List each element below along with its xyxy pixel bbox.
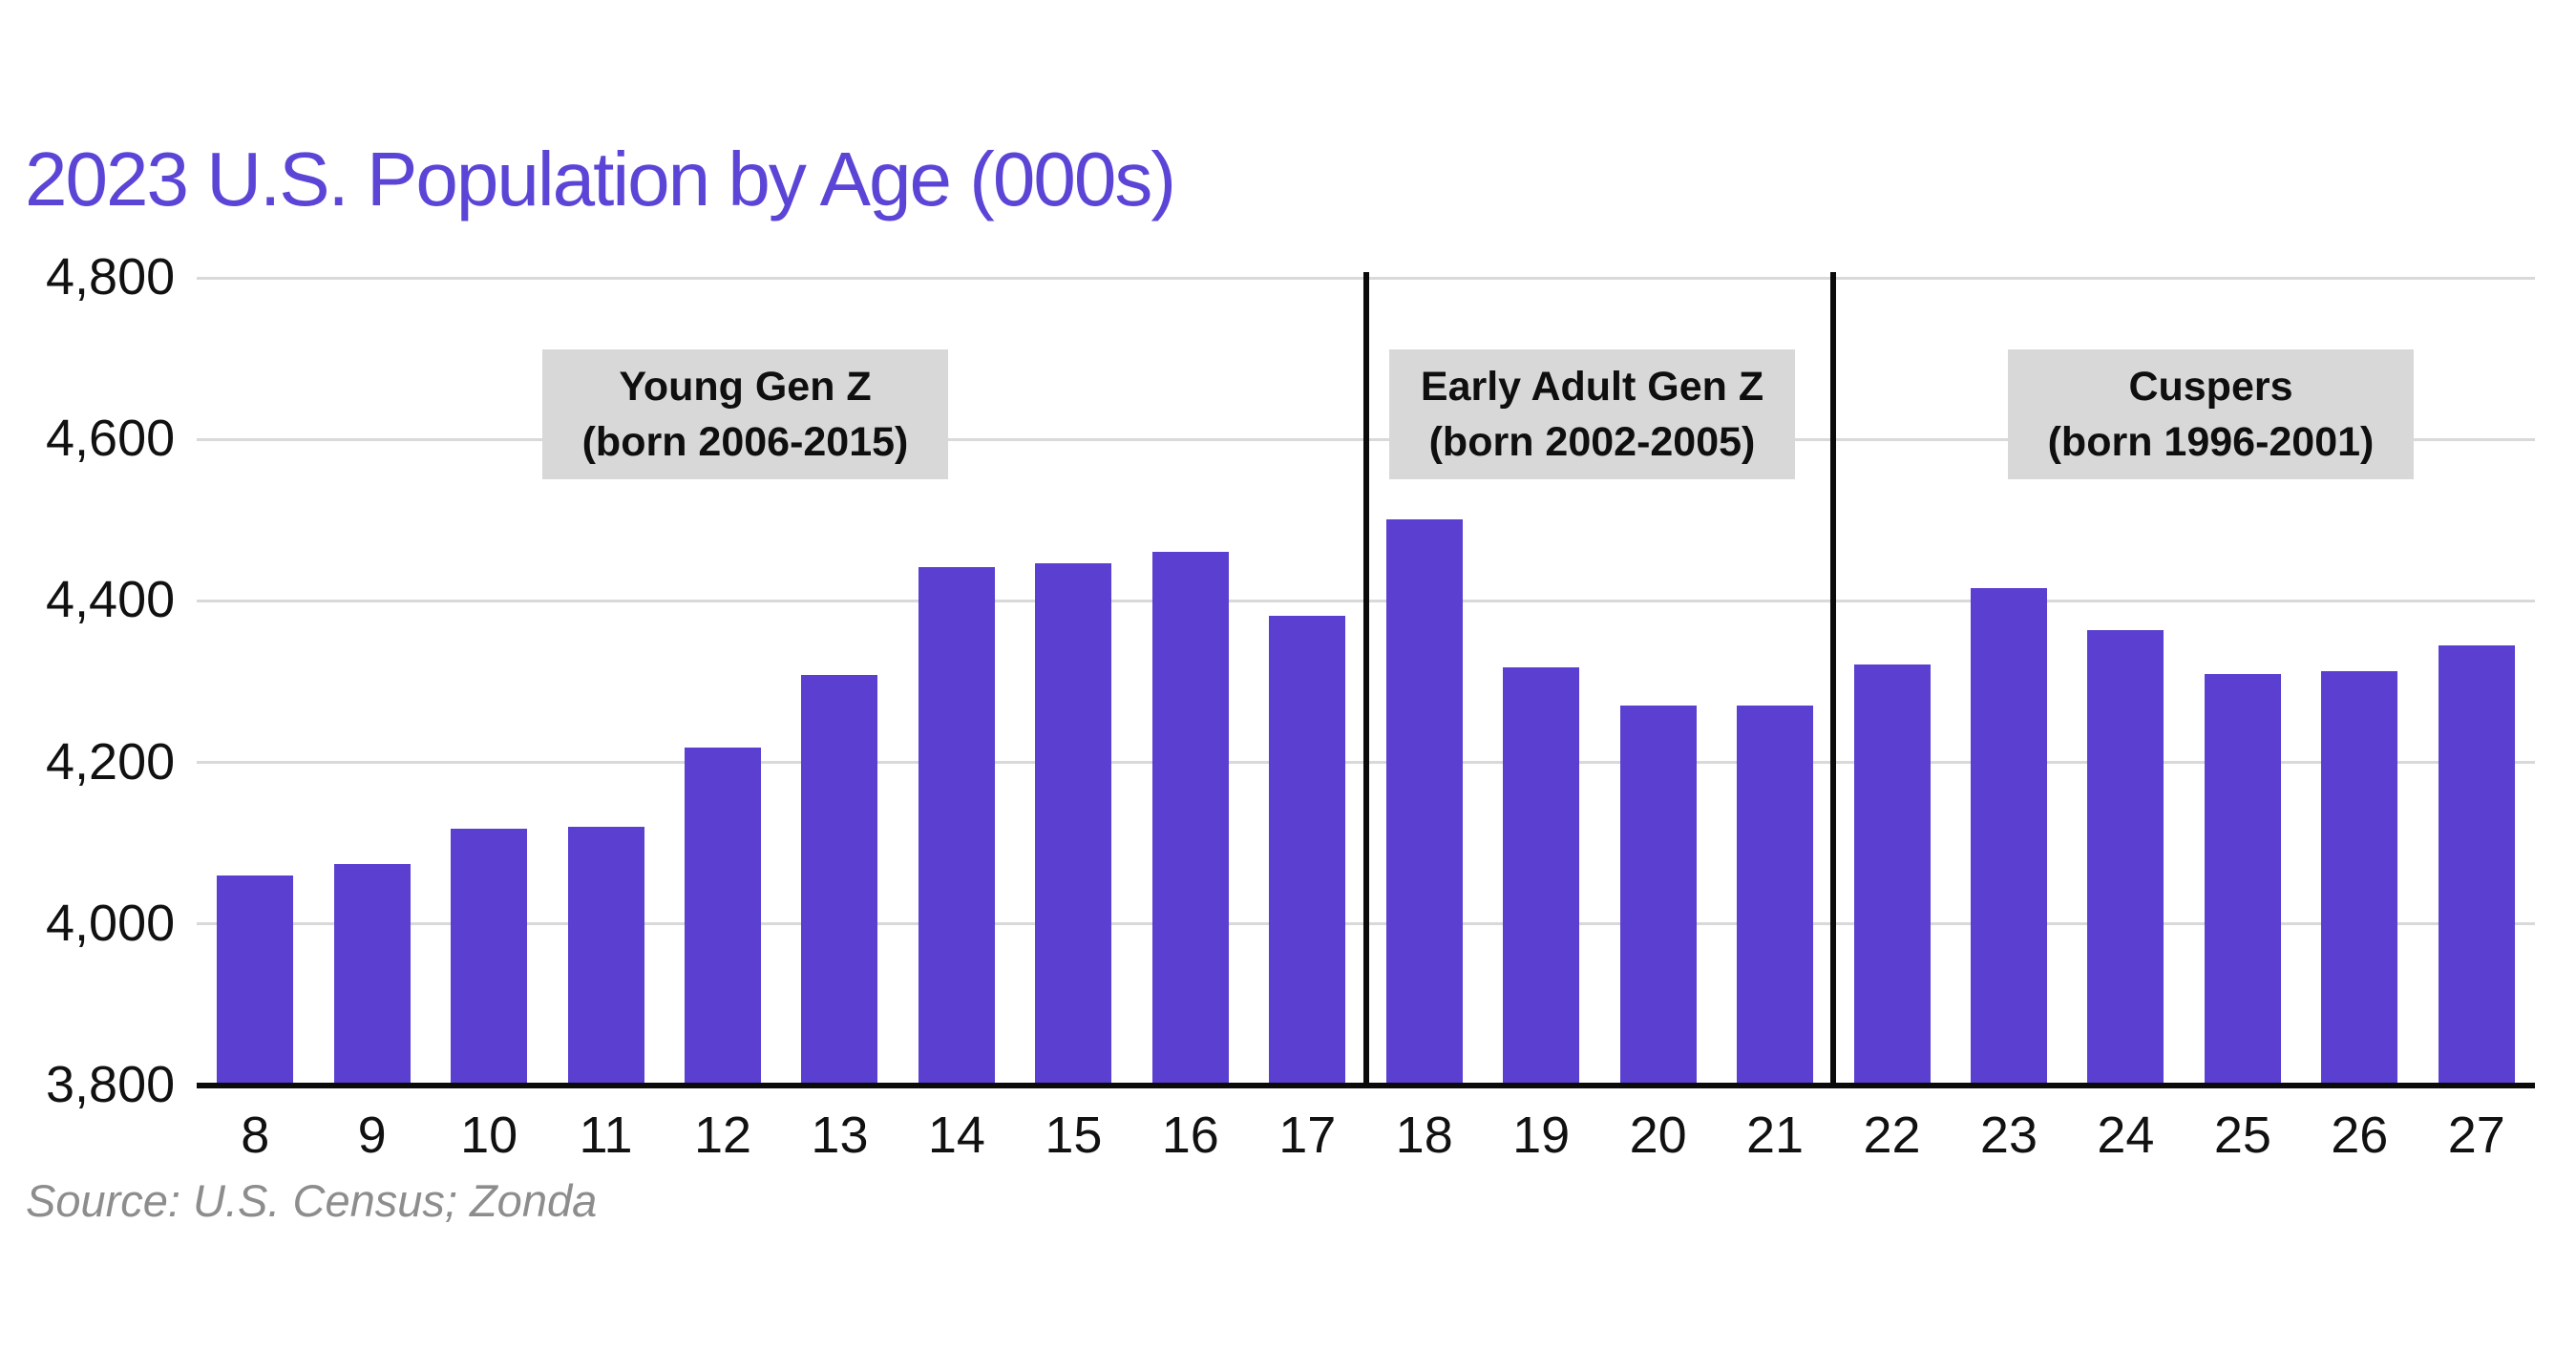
x-axis-baseline <box>197 1083 2535 1088</box>
x-axis-tick-label: 27 <box>2447 1107 2505 1164</box>
chart-title: 2023 U.S. Population by Age (000s) <box>25 137 1176 221</box>
generation-divider-line <box>1830 272 1837 1086</box>
bar-age-27 <box>2438 644 2515 1086</box>
y-axis-tick-label: 3,800 <box>46 1055 176 1113</box>
bar-age-11 <box>567 827 644 1086</box>
bar-age-12 <box>685 748 762 1086</box>
annotation-line: Early Adult Gen Z <box>1420 364 1764 410</box>
bar-age-21 <box>1737 706 1814 1086</box>
bar-age-10 <box>451 828 528 1086</box>
x-axis-tick-label: 15 <box>1045 1107 1103 1164</box>
annotation-early-adult-gen-z: Early Adult Gen Z (born 2002-2005) <box>1389 349 1795 479</box>
x-axis-tick-label: 8 <box>241 1107 270 1164</box>
bar-age-17 <box>1269 615 1346 1086</box>
x-axis-tick-label: 22 <box>1863 1107 1921 1164</box>
bar-age-9 <box>333 864 411 1086</box>
annotation-line: Young Gen Z <box>619 364 872 410</box>
bar-age-19 <box>1503 666 1580 1086</box>
bar-age-23 <box>1970 587 2047 1086</box>
x-axis-tick-label: 16 <box>1161 1107 1219 1164</box>
y-axis-tick-label: 4,600 <box>46 409 176 467</box>
annotation-line: Cuspers <box>2128 364 2293 410</box>
bar-age-18 <box>1385 518 1463 1086</box>
x-axis-tick-label: 23 <box>1979 1107 2038 1164</box>
x-axis-tick-label: 24 <box>2097 1107 2155 1164</box>
bar-age-8 <box>217 875 294 1086</box>
y-axis-tick-label: 4,000 <box>46 894 176 952</box>
generation-divider-line <box>1362 272 1369 1086</box>
x-axis-tick-label: 25 <box>2213 1107 2271 1164</box>
x-axis-tick-label: 20 <box>1629 1107 1687 1164</box>
bar-age-15 <box>1035 563 1112 1086</box>
bar-age-25 <box>2204 674 2281 1086</box>
y-axis-tick-label: 4,400 <box>46 571 176 629</box>
x-axis-tick-label: 21 <box>1746 1107 1805 1164</box>
bar-age-22 <box>1853 664 1931 1086</box>
bar-age-24 <box>2087 629 2164 1086</box>
x-axis-tick-label: 11 <box>579 1107 633 1164</box>
annotation-line: (born 2006-2015) <box>581 419 909 465</box>
x-axis-tick-label: 14 <box>927 1107 985 1164</box>
y-axis-tick-label: 4,800 <box>46 247 176 306</box>
annotation-cuspers: Cuspers (born 1996-2001) <box>2008 349 2414 479</box>
annotation-young-gen-z: Young Gen Z (born 2006-2015) <box>542 349 948 479</box>
x-axis-tick-label: 19 <box>1512 1107 1571 1164</box>
bar-age-13 <box>801 675 878 1086</box>
bar-age-14 <box>918 566 995 1086</box>
x-axis-tick-label: 10 <box>460 1107 518 1164</box>
annotation-line: (born 1996-2001) <box>2047 419 2375 465</box>
bar-age-20 <box>1619 705 1697 1086</box>
x-axis-tick-label: 13 <box>811 1107 869 1164</box>
y-axis-tick-label: 4,200 <box>46 732 176 791</box>
bar-age-16 <box>1151 551 1229 1086</box>
bar-age-26 <box>2321 671 2398 1086</box>
annotation-line: (born 2002-2005) <box>1428 419 1756 465</box>
x-axis-tick-label: 18 <box>1395 1107 1453 1164</box>
x-axis-tick-label: 17 <box>1278 1107 1337 1164</box>
x-axis-tick-label: 12 <box>693 1107 752 1164</box>
source-note: Source: U.S. Census; Zonda <box>26 1175 598 1226</box>
x-axis-tick-label: 9 <box>357 1107 387 1164</box>
x-axis-tick-label: 26 <box>2331 1107 2389 1164</box>
